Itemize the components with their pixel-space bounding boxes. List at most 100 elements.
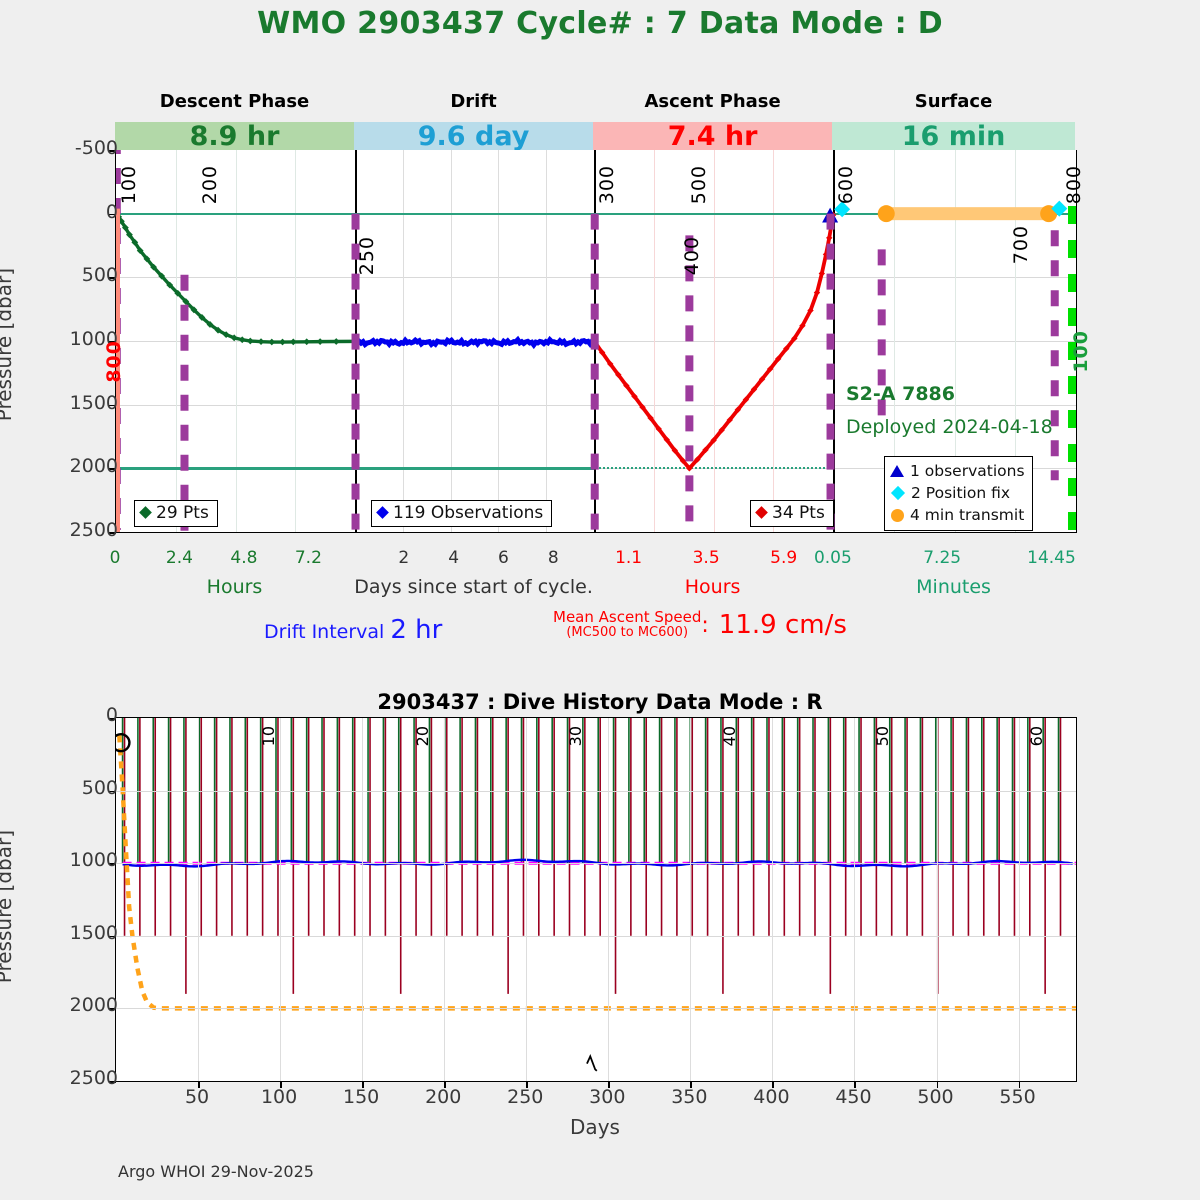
bottom-xtick-mark [936, 1081, 938, 1088]
cycle-number-30: 30 [566, 725, 586, 747]
phase-duration-0: 8.9 hr [115, 121, 355, 152]
legend-item-position-fix: 2 Position fix [890, 482, 1025, 504]
bottom-xtick-mark [690, 1081, 692, 1088]
phase-duration-2: 7.4 hr [593, 121, 833, 152]
diamond-icon [890, 485, 906, 501]
mean-ascent-speed-note: Mean Ascent Speed (MC500 to MC600) : 11.… [553, 610, 847, 640]
top-xtick-1-2: 6 [498, 548, 509, 568]
gridline-v [175, 150, 177, 532]
mission-code-label-500: 500 [688, 165, 710, 205]
bottom-ytick-2500: 2500 [69, 1067, 118, 1089]
bottom-xtick-9: 500 [917, 1086, 954, 1108]
bottom-gridline-h [116, 1008, 1076, 1010]
gridline-v [1015, 150, 1017, 532]
dive-history-plot [109, 717, 1077, 1088]
bottom-xtick-mark [772, 1081, 774, 1088]
mission-code-label-800-red: 800 [103, 340, 125, 383]
top-xaxis-label-1: Days since start of cycle. [354, 576, 593, 598]
bottom-xtick-mark [280, 1081, 282, 1088]
bottom-ytick-2000: 2000 [69, 994, 118, 1017]
bottom-gridline-v [362, 718, 364, 1081]
top-xtick-1-3: 8 [547, 548, 559, 568]
float-deployed-label: Deployed 2024-04-18 [846, 416, 1053, 438]
cycle-series-layer [116, 150, 1076, 532]
count-marker-icon [376, 506, 389, 519]
top-ytick-mark [109, 277, 116, 279]
bottom-gridline-h [116, 935, 1076, 937]
top-xtick-3-2: 14.45 [1027, 548, 1076, 568]
mission-code-label-300: 300 [596, 165, 618, 205]
bottom-xtick-5: 300 [589, 1086, 626, 1108]
legend-item-observations: 1 observations [890, 460, 1025, 482]
cycle-number-10: 10 [259, 725, 279, 747]
phase-header-1: Drift [450, 90, 497, 112]
mission-code-label-200: 200 [199, 165, 221, 205]
cycle-number-40: 40 [719, 725, 739, 747]
top-xtick-0-1: 2.4 [165, 548, 193, 568]
bottom-gridline-v [608, 718, 610, 1081]
bottom-ytick-1000: 1000 [69, 849, 118, 872]
bottom-xtick-3: 200 [425, 1086, 462, 1108]
count-box-2: 34 Pts [750, 500, 834, 527]
bottom-gridline-v [526, 718, 528, 1081]
gridline-v [954, 150, 956, 532]
bottom-gridline-v [690, 718, 692, 1081]
marker-legend: 1 observations 2 Position fix 4 min tran… [884, 456, 1033, 531]
mission-code-label-100-green: 100 [1070, 330, 1092, 373]
bottom-ytick-500: 500 [81, 776, 118, 799]
legend-label-transmit: 4 min transmit [910, 506, 1025, 524]
phase-header-3: Surface [914, 90, 993, 112]
top-xtick-3-0: 0.05 [813, 548, 852, 568]
bottom-gridline-v [198, 718, 200, 1081]
top-ytick-mark [109, 468, 116, 470]
top-ytick-mark [109, 150, 116, 152]
legend-item-transmit: 4 min transmit [890, 504, 1025, 526]
legend-label-position-fix: 2 Position fix [911, 484, 1011, 502]
count-label-1: 119 Observations [393, 503, 544, 523]
top-ytick-500: 500 [81, 264, 118, 287]
bottom-ytick-mark [109, 718, 116, 720]
phase-band: 8.9 hr Descent Phase 9.6 day Drift 7.4 hr Asc… [115, 91, 1075, 152]
gridline-v [893, 150, 895, 532]
bottom-ytick-mark [109, 1081, 116, 1083]
bottom-ytick-0: 0 [105, 704, 118, 726]
bottom-xtick-4: 250 [507, 1086, 544, 1108]
triangle-icon [890, 465, 904, 477]
top-ytick-mark [109, 213, 116, 216]
bottom-gridline-h [116, 790, 1076, 792]
mission-code-label-250: 250 [356, 236, 378, 276]
top-xtick-0-0: 0 [109, 548, 121, 568]
phase-duration-3: 16 min [832, 121, 1075, 152]
top-xtick-1-0: 2 [398, 548, 410, 568]
bottom-xtick-2: 150 [343, 1086, 380, 1108]
mean-ascent-speed-label: Mean Ascent Speed [553, 608, 702, 627]
phase-header-0: Descent Phase [159, 90, 310, 112]
bottom-ytick-1500: 1500 [69, 921, 118, 944]
mission-code-label-800: 800 [1063, 165, 1085, 205]
drift-interval-note: Drift Interval 2 hr [264, 615, 442, 645]
bottom-xtick-mark [198, 1081, 200, 1088]
count-marker-icon [755, 506, 768, 519]
bottom-xtick-mark [362, 1081, 364, 1088]
mission-code-label-400: 400 [681, 236, 703, 276]
drift-interval-value: 2 hr [390, 615, 443, 645]
top-xtick-0-3: 7.2 [294, 548, 322, 568]
cycle-number-20: 20 [412, 725, 432, 747]
bottom-xtick-7: 400 [753, 1086, 790, 1108]
top-xtick-1-1: 4 [448, 548, 460, 568]
bottom-ytick-mark [109, 935, 116, 938]
dive-history-series-layer [116, 718, 1076, 1072]
top-xtick-2-2: 5.9 [770, 548, 798, 568]
bottom-xtick-mark [854, 1081, 856, 1088]
bottom-gridline-v [772, 718, 774, 1081]
circle-icon [891, 508, 904, 522]
mean-ascent-speed-value: 11.9 cm/s [718, 610, 847, 640]
footer-text: Argo WHOI 29-Nov-2025 [118, 1162, 314, 1181]
top-ytick-2500: 2500 [69, 519, 118, 541]
count-label-2: 34 Pts [772, 503, 825, 523]
mean-ascent-speed-separator: : [701, 612, 709, 638]
bottom-xtick-mark [1018, 1081, 1021, 1088]
bottom-gridline-h [116, 863, 1076, 865]
bottom-ytick-mark [109, 1008, 116, 1010]
